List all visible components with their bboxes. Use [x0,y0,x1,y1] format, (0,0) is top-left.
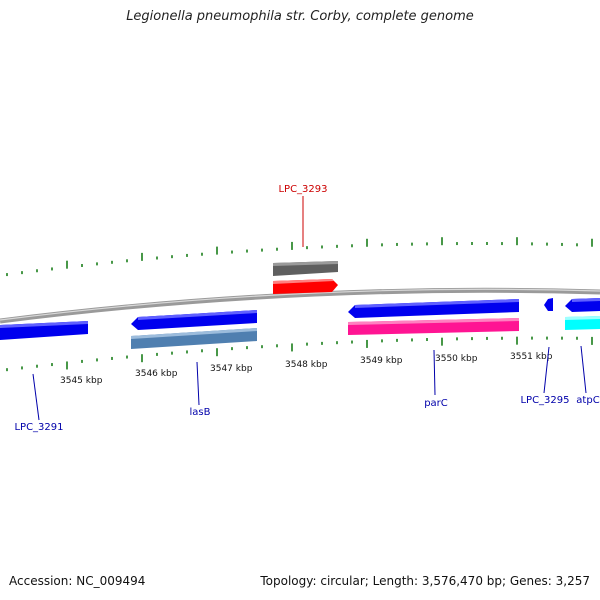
gene-atpc-blue[interactable] [565,298,600,312]
backbone-arc [0,287,600,324]
scale-label-3550: 3550 kbp [435,354,478,364]
gene-lpc3291[interactable] [0,321,88,340]
leader-lpc3291 [32,373,40,421]
accession-text: Accession: NC_009494 [9,574,146,588]
leader-atpc [580,345,587,394]
gene-label-atpc[interactable]: atpC [576,395,599,406]
gene-label-lpc3291[interactable]: LPC_3291 [14,422,63,433]
tick-row-upper [6,237,593,277]
gene-label-lpc3295[interactable]: LPC_3295 [520,395,569,406]
scale-label-3548: 3548 kbp [285,360,328,370]
genome-summary-text: Topology: circular; Length: 3,576,470 bp… [260,574,590,588]
scale-label-3545: 3545 kbp [60,376,103,386]
gene-parc-pink[interactable] [348,318,519,335]
tick-row-lower [6,336,593,372]
scale-label-3547: 3547 kbp [210,364,253,374]
gene-lasb-steel[interactable] [131,328,257,349]
gene-parc-blue[interactable] [348,299,519,318]
leader-parc [433,349,436,396]
scale-label-3551: 3551 kbp [510,352,553,362]
leader-lasb [196,361,200,406]
backbone-arc-highlight [0,288,600,321]
gene-atpc-cyan[interactable] [565,316,600,330]
map-title: Legionella pneumophila str. Corby, compl… [126,9,474,24]
gene-label-lpc3293[interactable]: LPC_3293 [278,184,327,195]
scale-label-3546: 3546 kbp [135,369,178,379]
gene-lpc3293-grey[interactable] [273,261,338,276]
gene-lpc3293-red[interactable] [273,279,338,294]
scale-label-3549: 3549 kbp [360,356,403,366]
gene-label-parc[interactable]: parC [424,398,448,409]
gene-lpc3295[interactable] [544,298,553,311]
leader-lpc3295 [543,346,550,394]
gene-label-lasb[interactable]: lasB [190,407,211,418]
gene-lasb-blue[interactable] [131,310,257,330]
